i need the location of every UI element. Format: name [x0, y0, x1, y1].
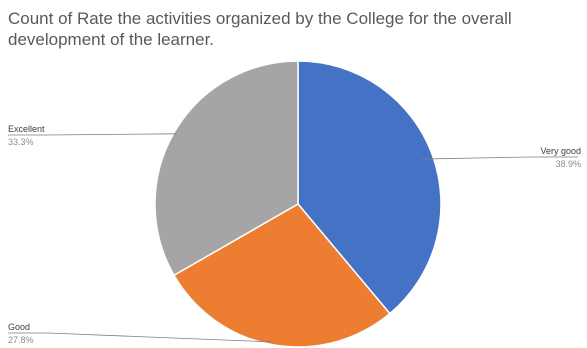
slice-label-very-good: Very good	[540, 146, 581, 156]
slice-value-very-good: 38.9%	[555, 159, 581, 169]
pie-slices	[155, 61, 441, 347]
slice-label-good: Good	[8, 322, 30, 332]
slice-label-excellent: Excellent	[8, 124, 45, 134]
slice-value-good: 27.8%	[8, 335, 34, 345]
leader-line-good	[8, 333, 273, 342]
slice-value-excellent: 33.3%	[8, 137, 34, 147]
